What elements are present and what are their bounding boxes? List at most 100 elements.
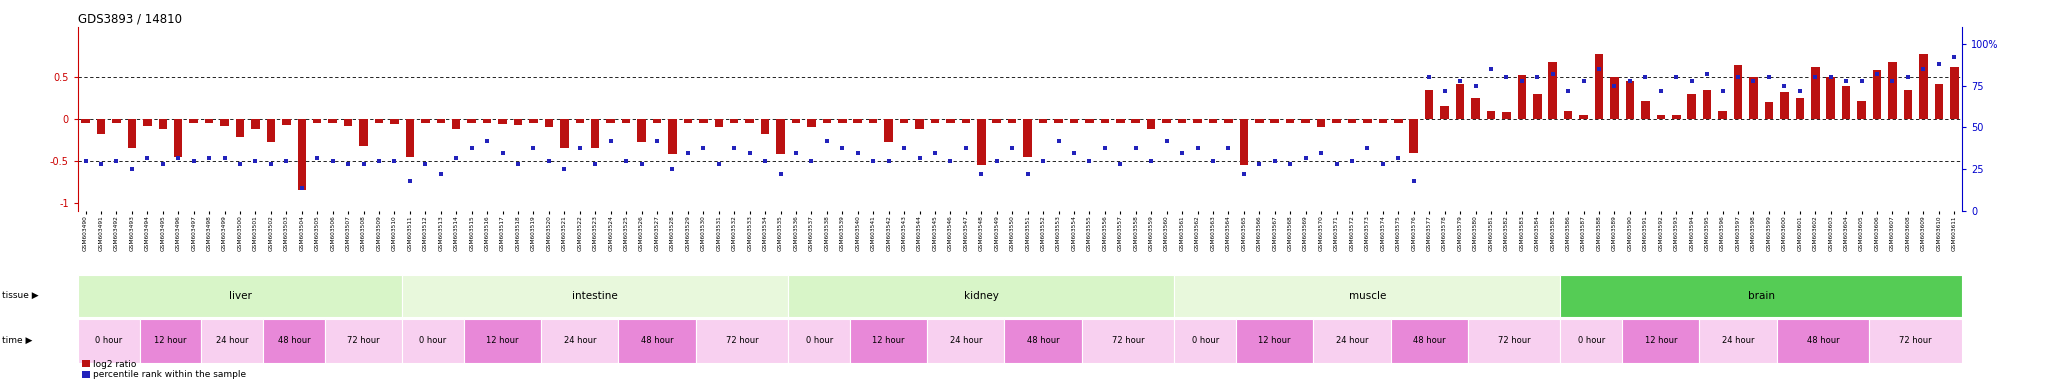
Bar: [637, 119, 645, 142]
Bar: [1534, 94, 1542, 119]
Bar: [1178, 119, 1186, 123]
Point: [1798, 74, 1831, 80]
Bar: [1391, 319, 1468, 363]
Bar: [1174, 319, 1237, 363]
Point: [1458, 83, 1491, 89]
Point: [1397, 178, 1430, 184]
Point: [887, 144, 920, 151]
Point: [516, 144, 549, 151]
Bar: [78, 319, 139, 363]
Bar: [1255, 119, 1264, 123]
Bar: [915, 119, 924, 129]
Bar: [514, 119, 522, 125]
Bar: [375, 119, 383, 123]
Bar: [358, 119, 369, 146]
Bar: [745, 119, 754, 123]
Bar: [422, 119, 430, 123]
Point: [1073, 158, 1106, 164]
Point: [1012, 171, 1044, 177]
Bar: [1671, 115, 1681, 119]
Bar: [1487, 111, 1495, 119]
Bar: [1409, 119, 1417, 152]
Bar: [326, 319, 401, 363]
Point: [1427, 88, 1460, 94]
Bar: [1100, 119, 1110, 123]
Bar: [406, 119, 414, 157]
Point: [1552, 88, 1585, 94]
Bar: [1317, 119, 1325, 127]
Bar: [113, 119, 121, 123]
Bar: [977, 119, 985, 165]
Text: 24 hour: 24 hour: [1335, 336, 1368, 345]
Point: [1212, 144, 1245, 151]
Bar: [928, 319, 1004, 363]
Bar: [1688, 94, 1696, 119]
Point: [1352, 144, 1384, 151]
Bar: [1174, 275, 1561, 317]
Point: [1907, 66, 1939, 72]
Point: [1274, 161, 1307, 167]
Bar: [899, 119, 909, 123]
Point: [934, 158, 967, 164]
Bar: [1872, 70, 1882, 119]
Bar: [575, 119, 584, 123]
Bar: [1735, 65, 1743, 119]
Point: [115, 166, 147, 172]
Point: [1567, 78, 1599, 84]
Bar: [1702, 90, 1712, 119]
Point: [70, 158, 102, 164]
Bar: [1313, 319, 1391, 363]
Bar: [528, 119, 539, 123]
Point: [1321, 161, 1354, 167]
Bar: [1270, 119, 1278, 123]
Bar: [283, 119, 291, 125]
Text: 24 hour: 24 hour: [1722, 336, 1755, 345]
Bar: [401, 275, 788, 317]
Point: [1227, 171, 1260, 177]
Point: [1522, 74, 1554, 80]
Bar: [1364, 119, 1372, 123]
Point: [240, 158, 272, 164]
Bar: [1163, 119, 1171, 123]
Text: 72 hour: 72 hour: [1497, 336, 1530, 345]
Text: 24 hour: 24 hour: [563, 336, 596, 345]
Point: [1845, 78, 1878, 84]
Bar: [618, 319, 696, 363]
Bar: [1565, 111, 1573, 119]
Point: [315, 158, 348, 164]
Bar: [684, 119, 692, 123]
Bar: [1700, 319, 1778, 363]
Point: [178, 158, 211, 164]
Point: [362, 158, 395, 164]
Text: 12 hour: 12 hour: [872, 336, 905, 345]
Point: [1257, 158, 1290, 164]
Point: [981, 158, 1014, 164]
Point: [100, 158, 133, 164]
Bar: [1610, 77, 1618, 119]
Text: liver: liver: [229, 291, 252, 301]
Bar: [344, 119, 352, 126]
Bar: [838, 119, 846, 123]
Bar: [1796, 98, 1804, 119]
Bar: [1055, 119, 1063, 123]
Bar: [1378, 119, 1386, 123]
Point: [1753, 74, 1786, 80]
Bar: [1935, 84, 1944, 119]
Text: 0 hour: 0 hour: [94, 336, 123, 345]
Bar: [158, 119, 168, 129]
Point: [1876, 78, 1909, 84]
Point: [1042, 138, 1075, 144]
Bar: [1239, 119, 1247, 165]
Bar: [776, 119, 784, 154]
Point: [1057, 149, 1090, 156]
Point: [145, 161, 178, 167]
Bar: [793, 119, 801, 123]
Bar: [1827, 77, 1835, 119]
Point: [532, 158, 565, 164]
Bar: [1237, 319, 1313, 363]
Point: [1614, 78, 1647, 84]
Point: [84, 161, 117, 167]
Bar: [1208, 119, 1217, 123]
Bar: [139, 319, 201, 363]
Bar: [854, 119, 862, 123]
